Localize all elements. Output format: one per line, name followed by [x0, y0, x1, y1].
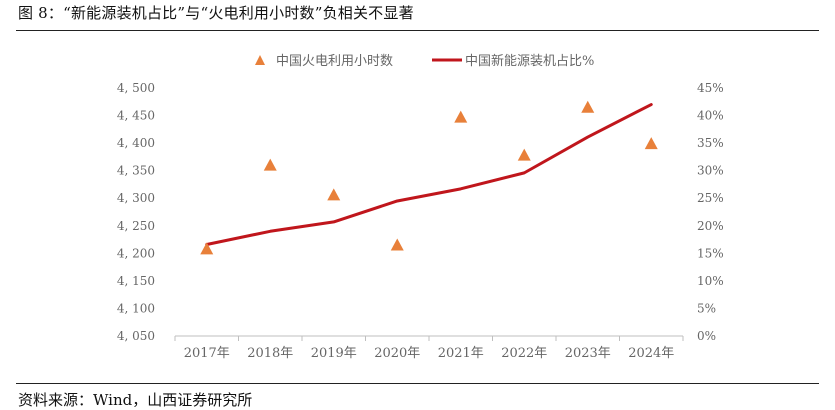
triangle-point — [644, 137, 658, 150]
right-tick-label: 15% — [697, 246, 724, 260]
x-tick-label: 2020年 — [374, 346, 420, 361]
left-tick-label: 4, 050 — [117, 329, 155, 343]
left-axis-ticks: 4, 050 4, 100 4, 150 4, 200 4, 250 4, 300 4, 3… — [117, 81, 155, 343]
left-tick-label: 4, 450 — [117, 109, 155, 123]
legend-label-renewable-share: 中国新能源装机占比% — [465, 53, 594, 69]
x-tick-label: 2021年 — [438, 346, 484, 361]
legend: 中国火电利用小时数 中国新能源装机占比% — [255, 53, 594, 69]
right-axis-ticks: 0% 5% 10% 15% 20% 25% 30% 35% 40% 45% — [697, 81, 724, 343]
left-tick-label: 4, 350 — [117, 164, 155, 178]
triangle-point — [200, 242, 214, 255]
x-tick-label: 2023年 — [565, 346, 611, 361]
triangle-point — [327, 188, 341, 201]
right-tick-label: 35% — [697, 136, 724, 150]
series-triangles-thermal-hours — [200, 100, 658, 255]
left-tick-label: 4, 200 — [117, 246, 155, 260]
right-tick-label: 40% — [697, 109, 724, 123]
left-tick-label: 4, 100 — [117, 301, 155, 315]
triangle-point — [263, 158, 277, 171]
right-tick-label: 45% — [697, 81, 724, 95]
left-tick-label: 4, 400 — [117, 136, 155, 150]
triangle-point — [390, 238, 404, 251]
source-note: 资料来源：Wind，山西证券研究所 — [18, 391, 253, 409]
left-tick-label: 4, 300 — [117, 191, 155, 205]
right-tick-label: 10% — [697, 274, 724, 288]
x-tick-label: 2024年 — [628, 346, 674, 361]
legend-label-thermal-hours: 中国火电利用小时数 — [276, 54, 393, 69]
series-line-renewable-share — [205, 103, 653, 247]
left-tick-label: 4, 150 — [117, 274, 155, 288]
title-divider — [16, 30, 819, 31]
right-tick-label: 20% — [697, 219, 724, 233]
triangle-point — [454, 110, 468, 123]
right-tick-label: 30% — [697, 164, 724, 178]
x-tick-label: 2019年 — [311, 346, 357, 361]
x-tick-label: 2017年 — [184, 346, 230, 361]
left-tick-label: 4, 500 — [117, 81, 155, 95]
right-tick-label: 5% — [697, 301, 716, 315]
left-tick-label: 4, 250 — [117, 219, 155, 233]
x-axis-ticks: 2017年 2018年 2019年 2020年 2021年 2022年 2023年 2024年 — [174, 336, 684, 361]
right-tick-label: 25% — [697, 191, 724, 205]
triangle-point — [517, 148, 531, 161]
x-tick-label: 2018年 — [247, 346, 293, 361]
legend-triangle-marker — [255, 55, 265, 65]
figure-title: 图 8：“新能源装机占比”与“火电利用小时数”负相关不显著 — [18, 4, 414, 22]
triangle-point — [581, 100, 595, 113]
source-divider — [16, 383, 819, 384]
x-tick-label: 2022年 — [501, 346, 547, 361]
right-tick-label: 0% — [697, 329, 716, 343]
